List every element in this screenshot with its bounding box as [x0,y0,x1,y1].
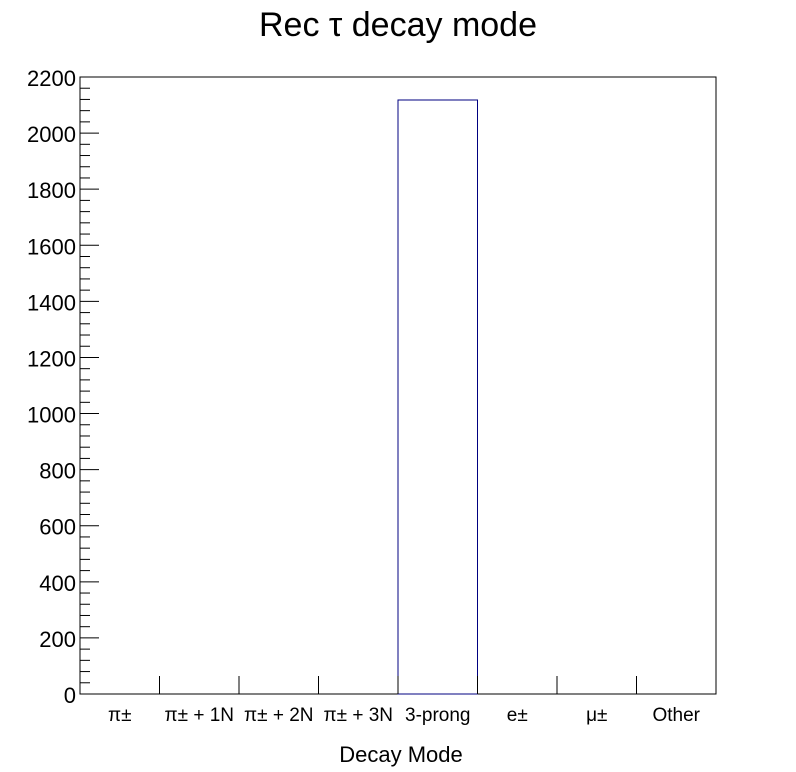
x-tick-label: π± + 2N [244,705,313,726]
y-tick-label: 0 [64,683,76,708]
y-tick-label: 2200 [27,66,76,91]
y-tick-label: 1200 [27,346,76,371]
chart-title: Rec τ decay mode [259,6,537,44]
x-tick-label: e± [507,705,528,726]
x-tick-label: π± [108,705,132,726]
y-tick-label: 200 [39,627,76,652]
x-tick-label: Other [652,705,700,726]
y-tick-label: 1600 [27,234,76,259]
y-tick-label: 1800 [27,178,76,203]
x-tick-label: μ± [586,705,607,726]
x-tick-label: π± + 3N [324,705,393,726]
y-tick-label: 1400 [27,290,76,315]
bar [397,99,478,695]
y-tick-label: 800 [39,459,76,484]
y-tick-label: 400 [39,571,76,596]
y-tick-label: 1000 [27,403,76,428]
bars [397,99,478,695]
x-axis-label: Decay Mode [339,742,463,767]
y-tick-label: 2000 [27,122,76,147]
y-axis: 0 200 400 600 800 1000 1200 1400 1600 1800 2000 220… [27,66,99,708]
y-tick-label: 600 [39,515,76,540]
x-tick-label: 3-prong [405,705,471,726]
x-axis: π± π± + 1N π± + 2N π± + 3N 3-prong e± μ± Other [108,676,701,726]
x-tick-label: π± + 1N [165,705,234,726]
